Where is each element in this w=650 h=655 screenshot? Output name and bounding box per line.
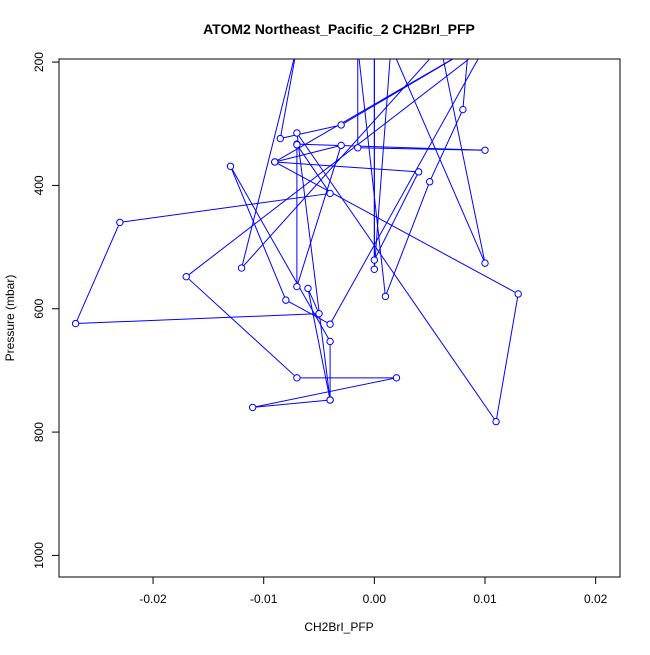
series-line-segment bbox=[296, 132, 331, 401]
series-line-segment bbox=[296, 132, 497, 422]
series-line-segment bbox=[395, 59, 486, 264]
series-line-segment bbox=[75, 222, 121, 324]
series-line-segment bbox=[230, 166, 331, 342]
data-point bbox=[248, 403, 257, 412]
series-line-segment bbox=[285, 299, 331, 325]
y-tick-label: 1000 bbox=[32, 542, 46, 569]
data-point bbox=[304, 284, 312, 293]
y-tick-label: 400 bbox=[32, 175, 46, 195]
series-line-segment bbox=[307, 288, 320, 314]
series-line-segment bbox=[329, 59, 479, 325]
data-point bbox=[315, 309, 323, 318]
data-point bbox=[226, 162, 235, 171]
data-point bbox=[370, 265, 379, 273]
data-point bbox=[337, 121, 345, 129]
data-point bbox=[282, 296, 290, 304]
y-tick-label: 800 bbox=[32, 422, 46, 442]
data-point bbox=[481, 146, 489, 154]
data-point bbox=[381, 292, 390, 301]
data-point bbox=[354, 144, 362, 152]
series-line-segment bbox=[274, 161, 519, 295]
series-line-segment bbox=[252, 377, 397, 408]
series-line-segment bbox=[75, 313, 320, 325]
data-point bbox=[276, 134, 285, 143]
series-line-segment bbox=[296, 144, 331, 194]
series-line-segment bbox=[442, 59, 486, 264]
x-tick-label: 0.01 bbox=[473, 592, 497, 606]
y-tick-label: 200 bbox=[32, 52, 46, 72]
data-point bbox=[71, 319, 80, 328]
data-point bbox=[182, 272, 190, 281]
series-line-segment bbox=[185, 276, 298, 379]
data-point bbox=[326, 337, 334, 346]
series-line-segment bbox=[495, 293, 519, 422]
data-point bbox=[237, 264, 246, 272]
data-point bbox=[271, 158, 279, 166]
x-tick-label: 0.02 bbox=[584, 592, 608, 606]
y-axis: 200 400 600 800 1000 bbox=[32, 52, 60, 569]
data-point bbox=[481, 259, 489, 267]
series-line-segment bbox=[384, 181, 431, 297]
series-line-segment bbox=[373, 59, 391, 270]
x-axis-label: CH2BrI_PFP bbox=[304, 620, 373, 634]
series-line-segment bbox=[274, 161, 419, 173]
data-point bbox=[326, 320, 334, 328]
x-axis: -0.02 -0.01 0.00 0.01 0.02 bbox=[139, 576, 608, 606]
x-tick-label: -0.01 bbox=[250, 592, 278, 606]
series-line-segment bbox=[296, 145, 342, 287]
data-point bbox=[459, 105, 467, 114]
data-point bbox=[337, 141, 345, 150]
series-line-segment bbox=[296, 143, 486, 151]
series-line-segment bbox=[462, 59, 468, 110]
chart-title: ATOM2 Northeast_Pacific_2 CH2BrI_PFP bbox=[203, 21, 475, 37]
data-point bbox=[326, 396, 334, 404]
series-line-segment bbox=[279, 59, 296, 139]
data-point bbox=[414, 168, 423, 176]
x-tick-label: 0.00 bbox=[363, 592, 387, 606]
data-point bbox=[116, 218, 124, 227]
series-line-segment bbox=[429, 109, 464, 182]
data-point bbox=[326, 189, 334, 198]
series-line-segment bbox=[185, 59, 470, 278]
data-point bbox=[514, 290, 522, 298]
y-tick-label: 600 bbox=[32, 298, 46, 318]
y-axis-label: Pressure (mbar) bbox=[3, 275, 17, 362]
series-line-segment bbox=[280, 124, 342, 140]
series-lines bbox=[75, 59, 519, 422]
data-point bbox=[293, 141, 301, 149]
series-line-segment bbox=[307, 288, 331, 401]
series-line-segment bbox=[230, 166, 287, 301]
series-line-segment bbox=[241, 59, 295, 269]
data-point bbox=[370, 256, 379, 264]
data-point bbox=[293, 282, 301, 291]
series-line-segment bbox=[274, 144, 342, 163]
x-tick-label: -0.02 bbox=[139, 592, 167, 606]
series-line-segment bbox=[373, 171, 420, 261]
data-point bbox=[425, 178, 434, 186]
data-point bbox=[293, 129, 301, 137]
series-line-segment bbox=[252, 399, 331, 408]
data-point bbox=[392, 374, 401, 382]
series-points bbox=[71, 105, 522, 426]
series-line-segment bbox=[119, 192, 331, 223]
data-point bbox=[293, 374, 301, 382]
data-point bbox=[492, 417, 500, 426]
